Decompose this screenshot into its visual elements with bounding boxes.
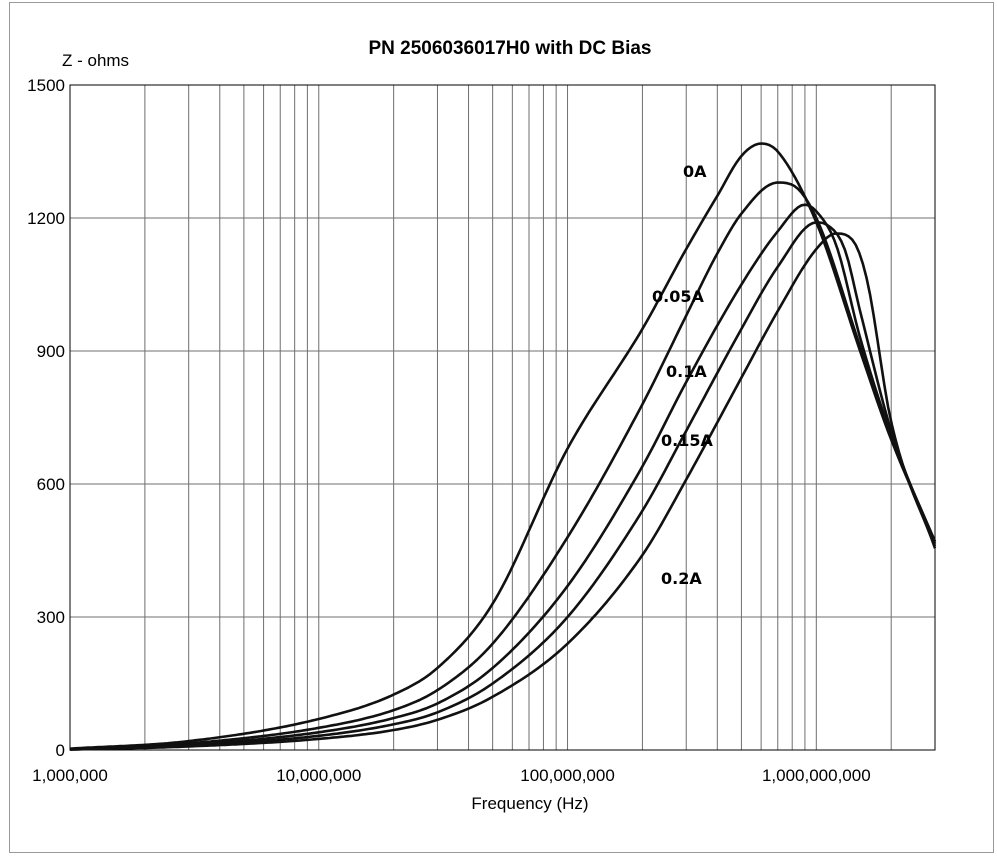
x-tick-label: 1,000,000 [32, 766, 108, 785]
series-line-0A [69, 142, 937, 750]
y-tick-label: 900 [37, 342, 65, 361]
series-label: 0.1A [666, 362, 707, 381]
chart-frame [9, 2, 994, 853]
series-line-0.05A [69, 181, 937, 751]
series-label: 0.15A [661, 431, 713, 450]
series-labels: 0A 0.05A 0.1A 0.15A 0.2A [652, 162, 713, 588]
series-curves [69, 142, 937, 751]
y-tick-label: 600 [37, 475, 65, 494]
y-axis-label: Z - ohms [62, 51, 129, 70]
series-label: 0.05A [652, 287, 704, 306]
x-tick-label: 100,000,000 [520, 766, 615, 785]
x-tick-labels: 1,000,000 10,000,000 100,000,000 1,000,000,… [32, 766, 870, 785]
grid [70, 85, 936, 750]
x-axis-label: Frequency (Hz) [471, 794, 588, 813]
plot-border [69, 84, 936, 751]
series-label: 0.2A [661, 569, 702, 588]
chart-title: PN 2506036017H0 with DC Bias [368, 38, 651, 59]
y-tick-label: 1200 [27, 209, 65, 228]
y-tick-label: 0 [56, 741, 65, 760]
x-tick-label: 1,000,000,000 [762, 766, 871, 785]
series-label: 0A [683, 162, 707, 181]
y-tick-label: 300 [37, 608, 65, 627]
series-line-0.2A [69, 232, 937, 751]
y-tick-label: 1500 [27, 76, 65, 95]
x-tick-label: 10,000,000 [276, 766, 361, 785]
y-tick-labels: 0 300 600 900 1200 1500 [27, 76, 65, 760]
